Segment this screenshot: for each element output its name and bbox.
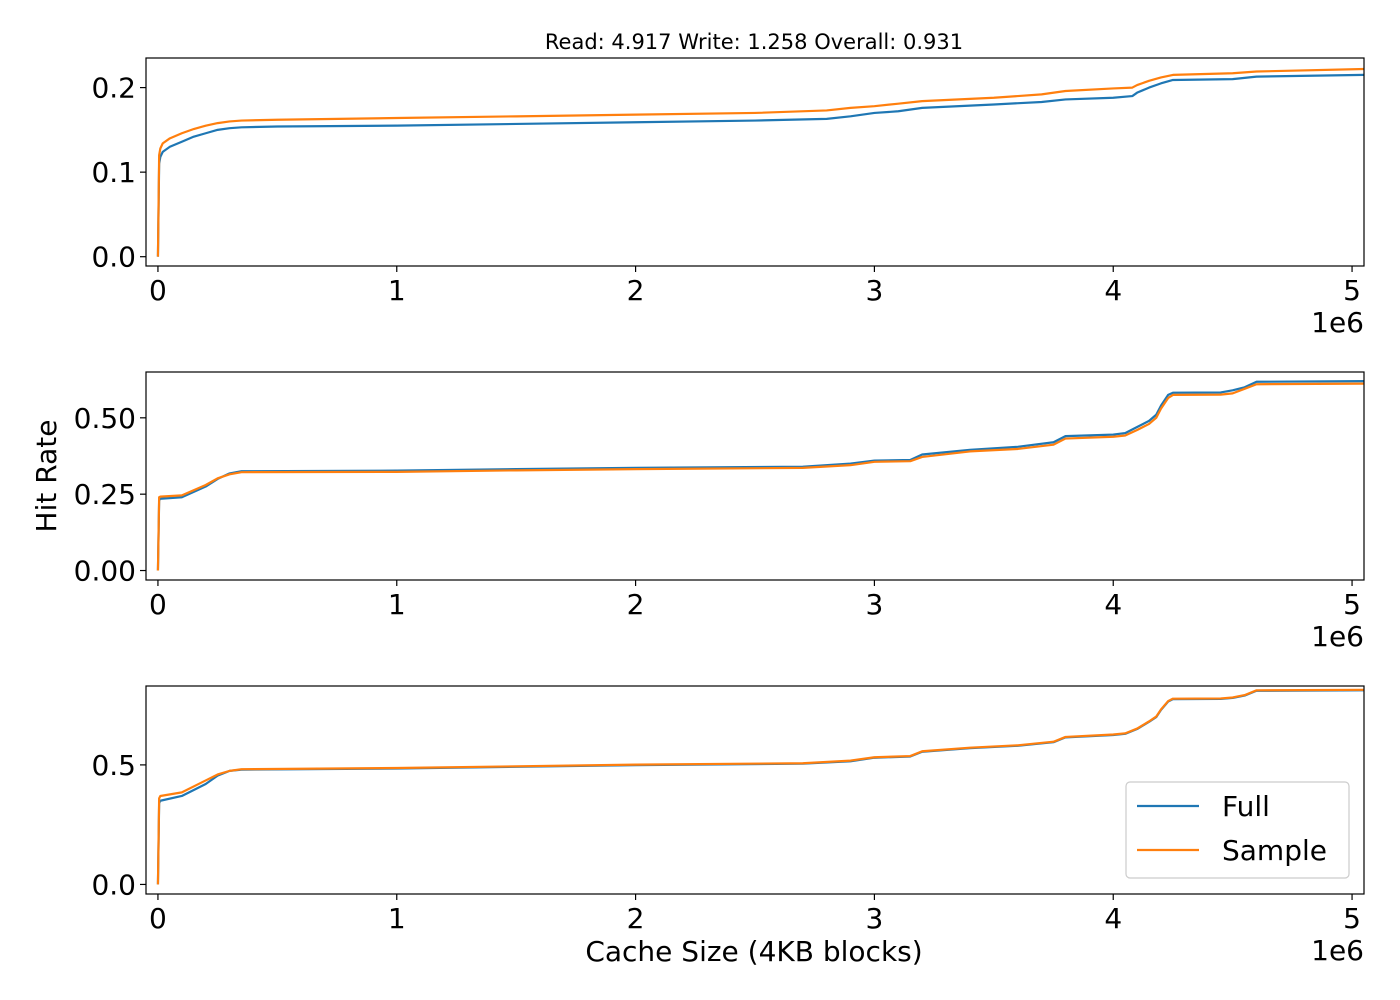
axes-frame: [145, 371, 1365, 581]
x-tick-label: 0: [149, 588, 167, 621]
y-tick-label: 0.0: [91, 868, 136, 901]
series-group: [156, 688, 1364, 885]
y-tick-label: 0.25: [74, 478, 136, 511]
x-tick-label: 5: [1343, 902, 1361, 935]
x-offset-label: 1e6: [1311, 306, 1364, 339]
y-axis-label: Hit Rate: [30, 420, 63, 533]
x-tick-label: 3: [865, 902, 883, 935]
y-tick-label: 0.0: [91, 241, 136, 274]
x-tick-label: 1: [388, 902, 406, 935]
x-tick-label: 1: [388, 274, 406, 307]
x-tick-label: 0: [149, 902, 167, 935]
series-group: [156, 67, 1364, 257]
series-line-full: [156, 73, 1364, 257]
x-tick-label: 2: [627, 902, 645, 935]
axes-frame: [145, 685, 1365, 895]
x-tick-label: 5: [1343, 588, 1361, 621]
legend-label-sample: Sample: [1222, 834, 1327, 867]
legend-label-full: Full: [1222, 790, 1270, 823]
legend: Full Sample: [1125, 781, 1350, 879]
x-offset-label: 1e6: [1311, 620, 1364, 653]
y-tick-label: 0.00: [74, 555, 136, 588]
x-tick-label: 1: [388, 588, 406, 621]
x-tick-label: 3: [865, 274, 883, 307]
y-tick-label: 0.2: [91, 72, 136, 105]
x-tick-label: 4: [1104, 588, 1122, 621]
series-group: [156, 380, 1364, 571]
x-tick-label: 5: [1343, 274, 1361, 307]
y-tick-label: 0.5: [91, 749, 136, 782]
x-tick-label: 2: [627, 588, 645, 621]
series-line-full: [156, 380, 1364, 571]
series-line-sample: [156, 382, 1364, 571]
x-axis-label: Cache Size (4KB blocks): [585, 935, 922, 968]
x-tick-label: 4: [1104, 274, 1122, 307]
x-tick-label: 4: [1104, 902, 1122, 935]
x-tick-label: 0: [149, 274, 167, 307]
x-tick-label: 2: [627, 274, 645, 307]
axes-frame: [145, 57, 1365, 267]
series-line-sample: [156, 67, 1364, 257]
x-tick-label: 3: [865, 588, 883, 621]
x-offset-label: 1e6: [1311, 934, 1364, 967]
y-tick-label: 0.1: [91, 156, 136, 189]
series-line-sample: [156, 688, 1364, 885]
y-tick-label: 0.50: [74, 402, 136, 435]
chart-title: Read: 4.917 Write: 1.258 Overall: 0.931: [545, 30, 963, 54]
